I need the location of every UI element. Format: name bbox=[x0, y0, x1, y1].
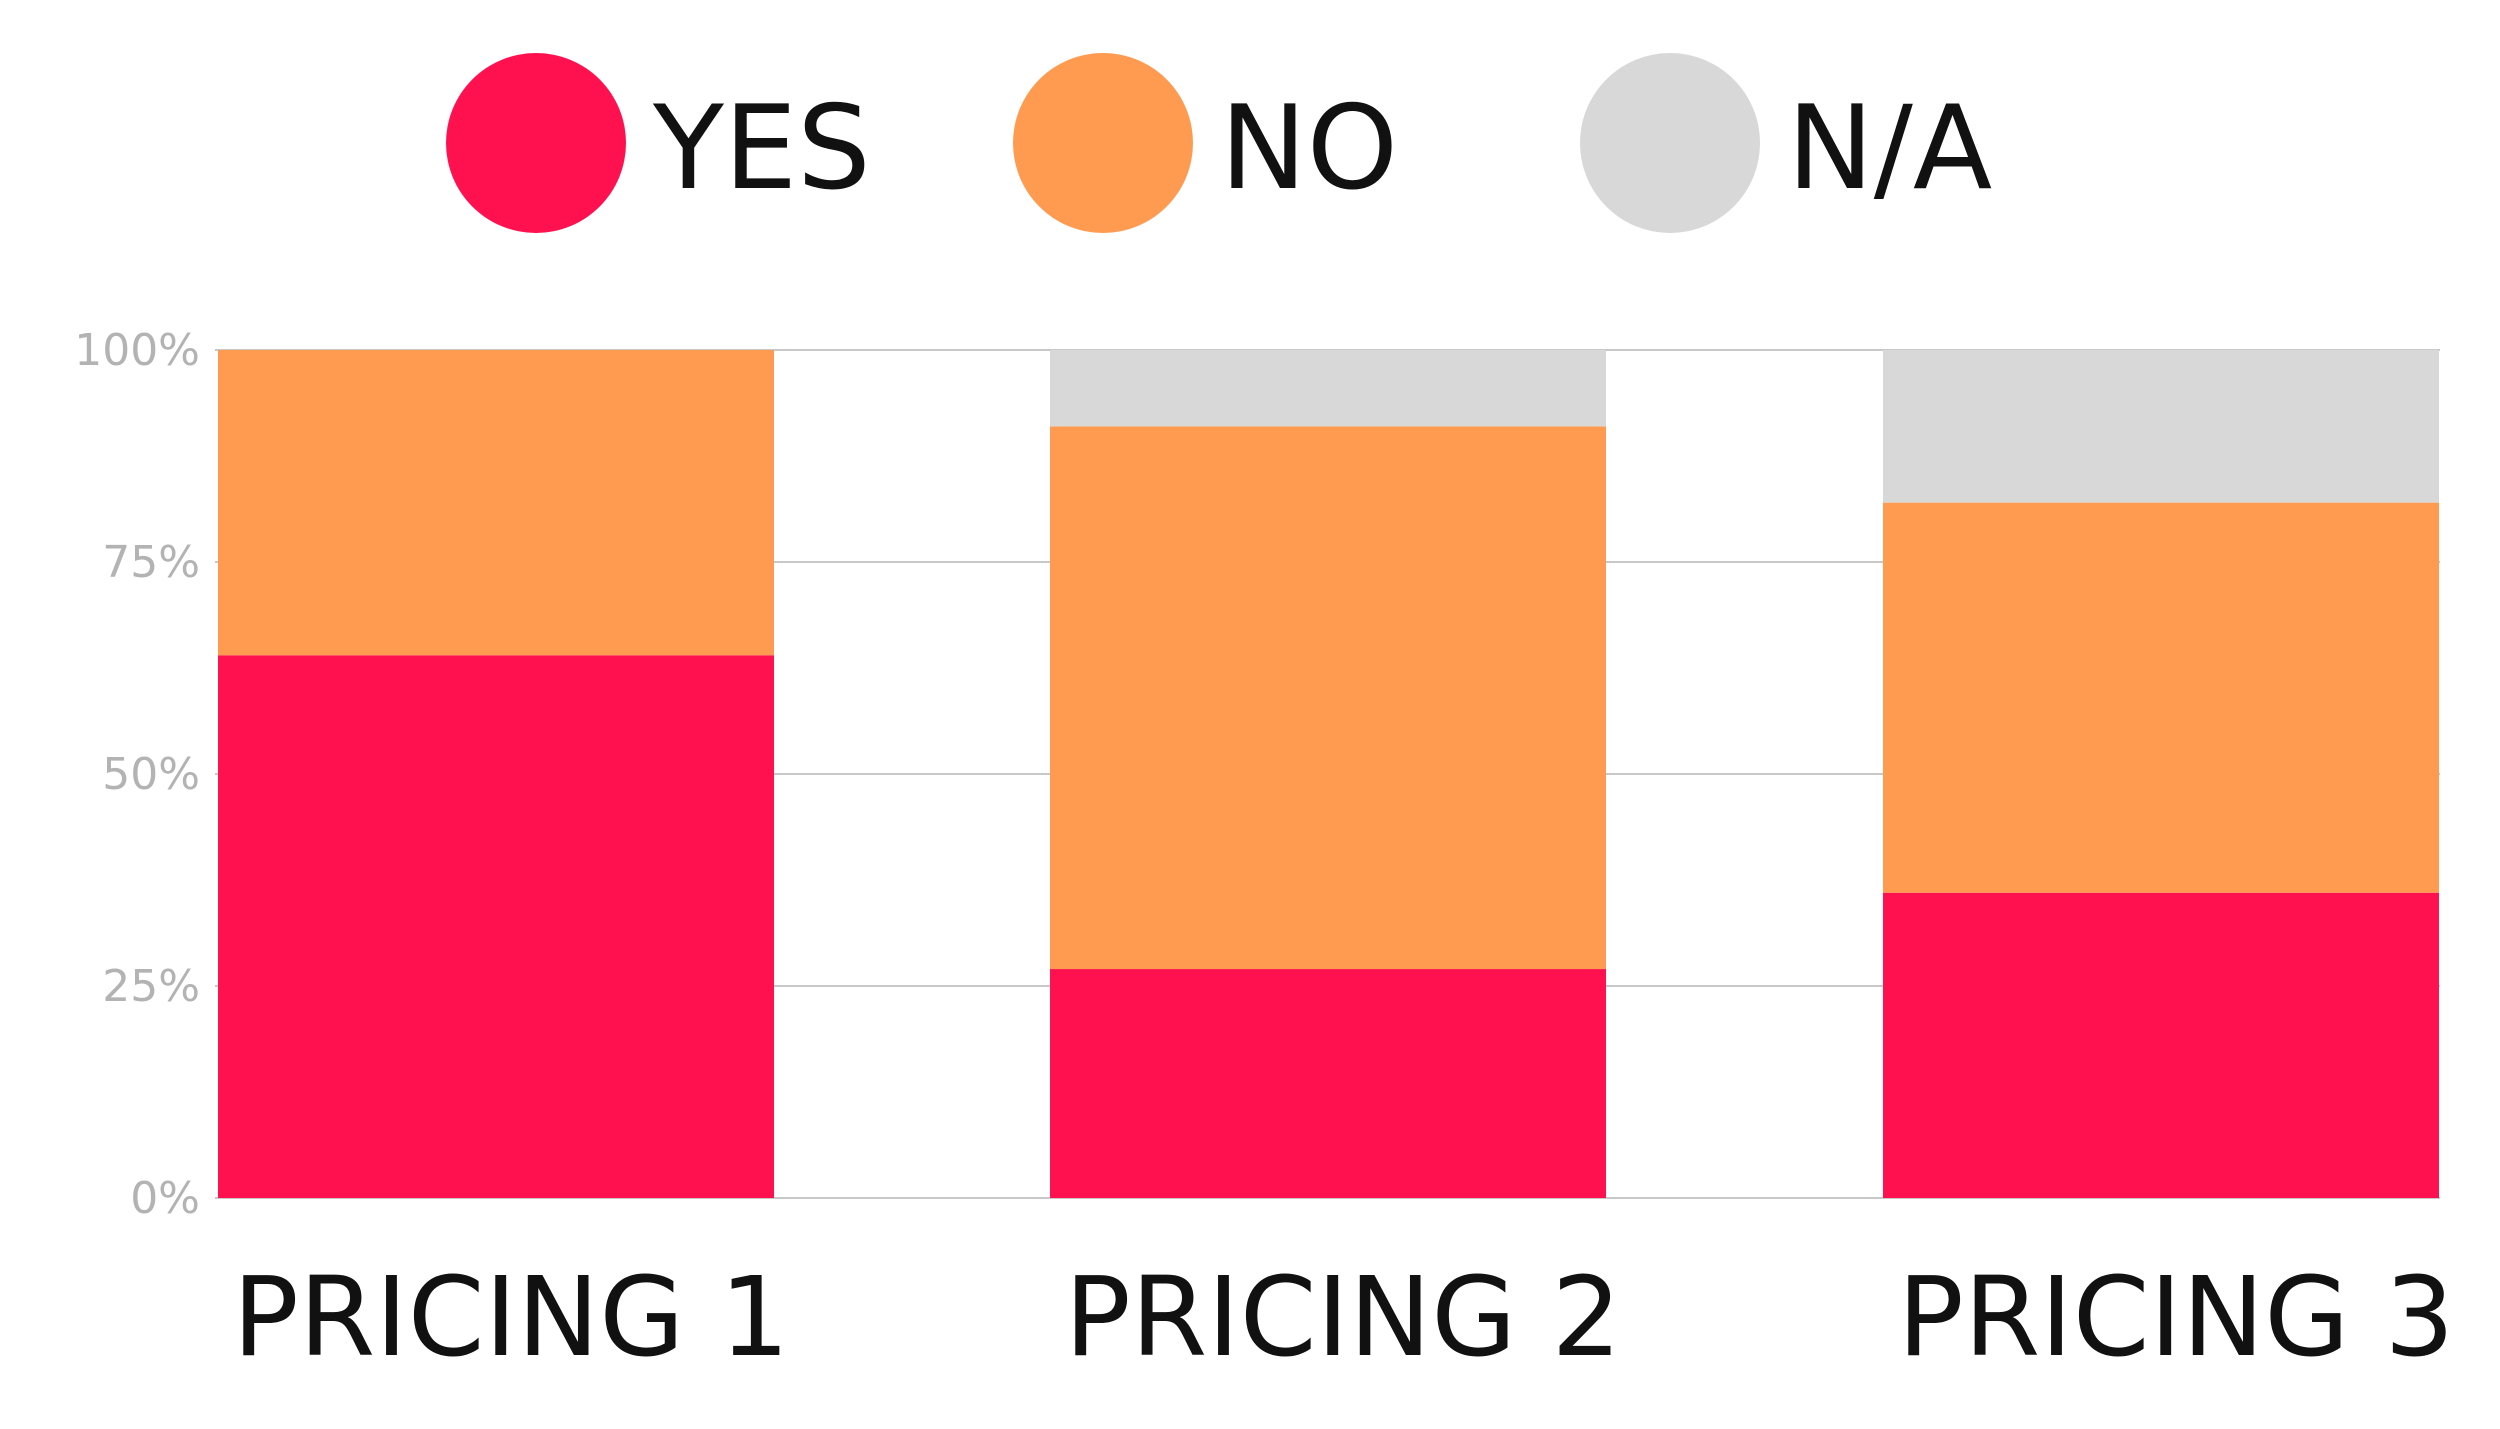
bar-segment-na-2 bbox=[1050, 350, 1606, 427]
bar-segment-yes-1 bbox=[218, 655, 774, 1198]
bar-segment-yes-3 bbox=[1883, 892, 2439, 1198]
bar-segment-yes-2 bbox=[1050, 969, 1606, 1198]
category-label: PRICING 2 bbox=[1065, 1253, 1622, 1381]
bar-segment-no-3 bbox=[1883, 502, 2439, 893]
legend-label-no: NO bbox=[1220, 81, 1398, 216]
bar-segment-no-1 bbox=[218, 350, 774, 656]
x-axis-categories: PRICING 1 PRICING 2 PRICING 3 bbox=[233, 1253, 2455, 1381]
legend: YES NO N/A bbox=[446, 53, 1992, 233]
bar-segment-no-2 bbox=[1050, 426, 1606, 970]
legend-swatch-na bbox=[1580, 53, 1760, 233]
bar-segment-na-3 bbox=[1883, 350, 2439, 503]
y-tick-label: 75% bbox=[102, 537, 200, 588]
legend-label-na: N/A bbox=[1787, 81, 1992, 216]
bars bbox=[218, 350, 2439, 1198]
category-label: PRICING 1 bbox=[233, 1253, 790, 1381]
category-label: PRICING 3 bbox=[1898, 1253, 2455, 1381]
y-tick-label: 100% bbox=[74, 325, 200, 376]
y-tick-label: 50% bbox=[102, 749, 200, 800]
legend-label-yes: YES bbox=[652, 81, 871, 216]
y-tick-label: 25% bbox=[102, 961, 200, 1012]
y-axis-ticks: 0% 25% 50% 75% 100% bbox=[74, 325, 200, 1224]
legend-swatch-yes bbox=[446, 53, 626, 233]
y-tick-label: 0% bbox=[130, 1173, 200, 1224]
legend-swatch-no bbox=[1013, 53, 1193, 233]
